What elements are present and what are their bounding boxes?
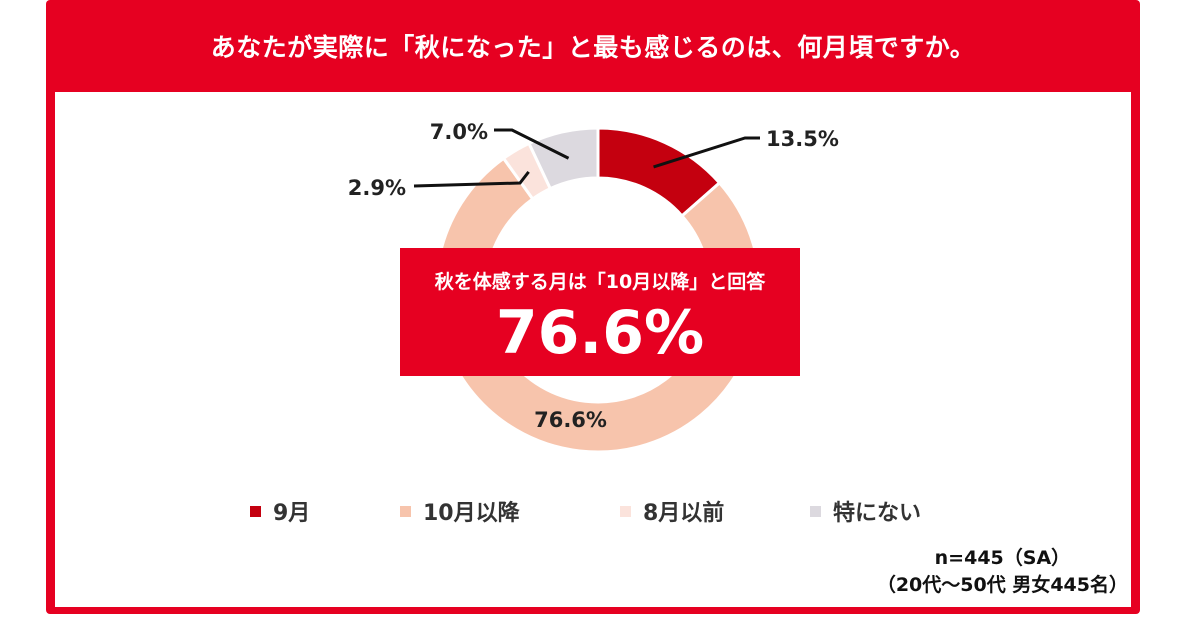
data-label-none: 7.0% (430, 120, 488, 144)
sample-description: （20代～50代 男女445名） (876, 574, 1128, 596)
legend-item-none: 特にない (810, 495, 960, 527)
legend-label-none: 特にない (833, 501, 922, 526)
legend-swatch-oct-or-later (400, 505, 411, 517)
callout-subtitle: 秋を体感する月は「10月以降」と回答 (434, 271, 766, 293)
legend-label-oct-or-later: 10月以降 (423, 501, 520, 526)
legend-label-aug-or-earlier: 8月以前 (643, 501, 725, 526)
legend-item-aug-or-earlier: 8月以前 (620, 495, 810, 527)
data-label-aug-or-earlier: 2.9% (348, 176, 406, 200)
sample-note: n=445（SA） （20代～50代 男女445名） (877, 545, 1128, 599)
donut-slice-oct-or-later (434, 156, 762, 454)
donut-slice-none (527, 126, 600, 191)
leader-line-none (494, 128, 570, 160)
legend-swatch-aug-or-earlier (620, 505, 631, 517)
sample-size: n=445（SA） (934, 547, 1071, 569)
legend-swatch-none (810, 505, 821, 517)
highlight-callout: 秋を体感する月は「10月以降」と回答 76.6% (400, 248, 800, 376)
legend-label-sep: 9月 (273, 501, 311, 526)
leader-line-aug-or-earlier (413, 170, 530, 188)
data-label-sep: 13.5% (766, 127, 839, 151)
legend-item-sep: 9月 (250, 495, 400, 527)
leader-line-sep (653, 136, 760, 169)
callout-value: 76.6% (495, 298, 705, 368)
chart-title: あなたが実際に「秋になった」と最も感じるのは、何月頃ですか。 (210, 33, 976, 62)
legend-item-oct-or-later: 10月以降 (400, 495, 620, 527)
chart-legend: 9月 10月以降 8月以前 特にない (250, 494, 960, 528)
data-label-oct-or-later: 76.6% (534, 408, 607, 432)
legend-swatch-sep (250, 505, 261, 517)
